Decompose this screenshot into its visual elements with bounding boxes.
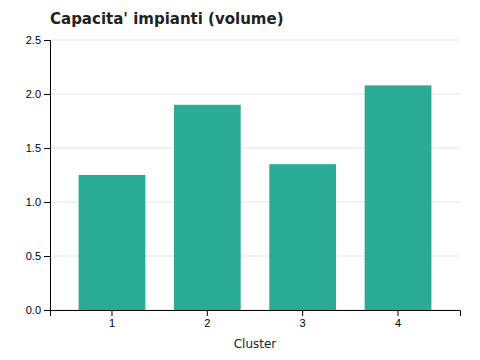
x-tick-mark	[302, 310, 303, 316]
x-tick-label: 2	[204, 317, 210, 329]
x-tick: 1	[109, 310, 115, 329]
title: Capacita' impianti (volume)	[50, 10, 284, 28]
x-axis: 1 2 3 4	[51, 310, 461, 329]
y-tick-mark	[44, 202, 50, 203]
grid-line	[50, 40, 460, 41]
y-tick-label: 0.0	[26, 304, 41, 316]
y-tick: 2.5	[26, 34, 50, 46]
x-tick: 4	[395, 310, 401, 329]
y-axis-line	[44, 41, 51, 311]
y-tick-label: 2.5	[26, 34, 41, 46]
x-tick-label: 1	[109, 317, 115, 329]
bar	[269, 164, 336, 310]
chart: 1 2 3 4 0.0 0.5 1.0 1.5 2.0 2.5 Capacita' impianti…	[0, 0, 480, 360]
x-tick-mark	[207, 310, 208, 316]
x-tick-label: 4	[395, 317, 401, 329]
y-tick: 1.5	[26, 142, 50, 154]
y-tick-label: 1.5	[26, 142, 41, 154]
y-tick: 2.0	[26, 88, 50, 100]
y-tick: 1.0	[26, 196, 50, 208]
y-tick-mark	[44, 310, 50, 311]
plot: 1 2 3 4 0.0 0.5 1.0 1.5 2.0 2.5	[26, 34, 461, 329]
y-tick: 0.5	[26, 250, 50, 262]
y-axis: 0.0 0.5 1.0 1.5 2.0 2.5	[26, 34, 51, 316]
y-tick-mark	[44, 148, 50, 149]
bar	[79, 175, 146, 310]
y-tick-label: 2.0	[26, 88, 41, 100]
x-tick: 2	[204, 310, 210, 329]
y-tick-mark	[44, 256, 50, 257]
x-tick-label: 3	[300, 317, 306, 329]
bar	[365, 85, 432, 310]
y-tick-label: 1.0	[26, 196, 41, 208]
x-axis-line	[51, 311, 461, 317]
y-tick-mark	[44, 40, 50, 41]
grid	[50, 40, 460, 310]
x-tick: 3	[300, 310, 306, 329]
y-tick-label: 0.5	[26, 250, 41, 262]
y-tick-mark	[44, 94, 50, 95]
x-tick-mark	[111, 310, 112, 316]
y-tick: 0.0	[26, 304, 50, 316]
x-axis-title: Cluster	[234, 337, 277, 351]
x-tick-mark	[398, 310, 399, 316]
bar	[174, 105, 241, 310]
bars	[79, 85, 432, 310]
